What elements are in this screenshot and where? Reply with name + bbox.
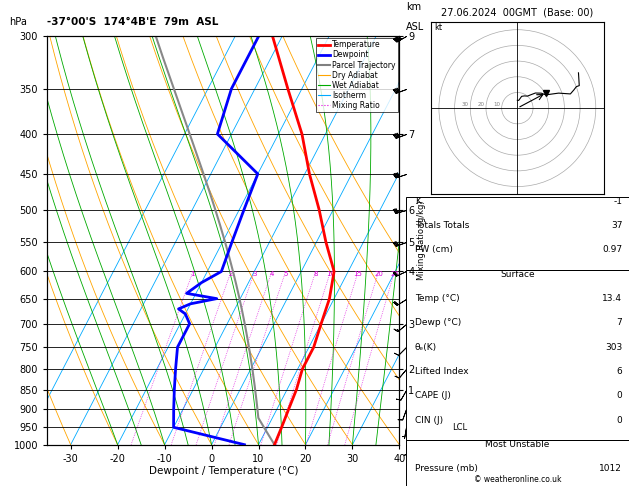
Text: 4: 4 xyxy=(270,272,274,278)
Text: Temp (°C): Temp (°C) xyxy=(415,294,459,303)
Text: 6: 6 xyxy=(616,367,622,376)
Text: CAPE (J): CAPE (J) xyxy=(415,391,450,400)
Text: km: km xyxy=(406,2,421,12)
Text: Surface: Surface xyxy=(500,270,535,279)
Text: Dewp (°C): Dewp (°C) xyxy=(415,318,461,328)
Text: 3: 3 xyxy=(252,272,257,278)
Text: © weatheronline.co.uk: © weatheronline.co.uk xyxy=(474,474,561,484)
Text: 27.06.2024  00GMT  (Base: 00): 27.06.2024 00GMT (Base: 00) xyxy=(441,7,594,17)
Text: 0.97: 0.97 xyxy=(602,245,622,255)
Text: 7: 7 xyxy=(616,318,622,328)
Text: 10: 10 xyxy=(326,272,335,278)
Text: Pressure (mb): Pressure (mb) xyxy=(415,464,477,473)
Legend: Temperature, Dewpoint, Parcel Trajectory, Dry Adiabat, Wet Adiabat, Isotherm, Mi: Temperature, Dewpoint, Parcel Trajectory… xyxy=(316,38,398,112)
Bar xyxy=(406,197,629,270)
Text: hPa: hPa xyxy=(9,17,27,27)
Text: 0: 0 xyxy=(616,416,622,425)
Text: θₑ(K): θₑ(K) xyxy=(415,343,437,352)
Text: 1012: 1012 xyxy=(599,464,622,473)
Text: -37°00'S  174°4B'E  79m  ASL: -37°00'S 174°4B'E 79m ASL xyxy=(47,17,218,27)
Text: LCL: LCL xyxy=(452,423,467,432)
Text: 15: 15 xyxy=(353,272,362,278)
Text: -1: -1 xyxy=(613,197,622,206)
Text: Most Unstable: Most Unstable xyxy=(485,440,550,449)
Text: Totals Totals: Totals Totals xyxy=(415,221,469,230)
Text: 37: 37 xyxy=(611,221,622,230)
Y-axis label: Mixing Ratio (g/kg): Mixing Ratio (g/kg) xyxy=(418,201,426,280)
Text: 1: 1 xyxy=(191,272,195,278)
Text: 5: 5 xyxy=(284,272,288,278)
Text: 2: 2 xyxy=(229,272,233,278)
Text: 0: 0 xyxy=(616,391,622,400)
Text: 303: 303 xyxy=(605,343,622,352)
Bar xyxy=(406,440,629,486)
Text: 8: 8 xyxy=(313,272,318,278)
Text: 13.4: 13.4 xyxy=(603,294,622,303)
Bar xyxy=(406,270,629,440)
Text: ASL: ASL xyxy=(406,21,424,32)
Text: PW (cm): PW (cm) xyxy=(415,245,452,255)
Text: CIN (J): CIN (J) xyxy=(415,416,443,425)
Text: K: K xyxy=(415,197,421,206)
Text: Lifted Index: Lifted Index xyxy=(415,367,468,376)
Text: 25: 25 xyxy=(390,272,399,278)
X-axis label: Dewpoint / Temperature (°C): Dewpoint / Temperature (°C) xyxy=(148,467,298,476)
Text: 20: 20 xyxy=(374,272,383,278)
